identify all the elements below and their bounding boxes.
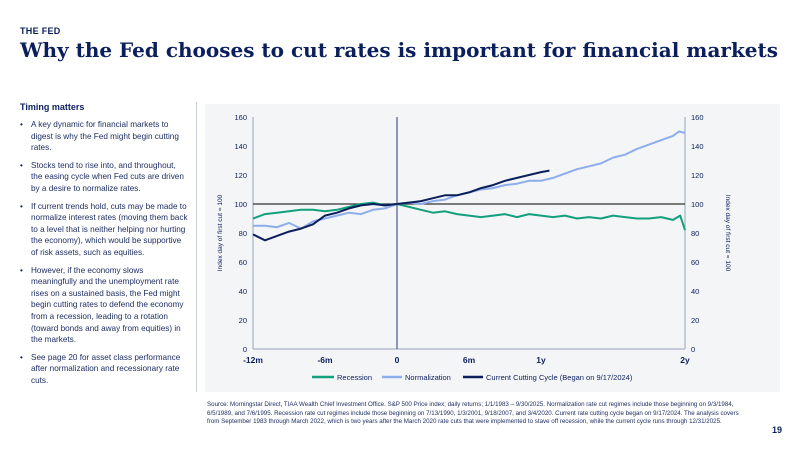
y-tick-label-right: 160 — [691, 113, 704, 122]
bullet-item: See page 20 for asset class performance … — [20, 352, 188, 387]
series-line — [252, 169, 550, 242]
chart-panel: 0 0 20 20 40 40 60 60 80 80 100 100 120 120 140 140 160 1… — [205, 104, 780, 392]
y-tick-label-left: 160 — [234, 113, 247, 122]
y-tick-label-right: 20 — [691, 316, 699, 325]
y-tick-label-left: 20 — [239, 316, 247, 325]
x-tick-label: 2y — [680, 355, 690, 365]
sidebar-title: Timing matters — [20, 102, 85, 112]
y-tick-label-left: 60 — [239, 258, 247, 267]
x-tick-label: 1y — [536, 355, 546, 365]
legend-label: Normalization — [405, 373, 451, 382]
bullet-item: Stocks tend to rise into, and throughout… — [20, 160, 188, 195]
bullet-item: However, if the economy slows meaningful… — [20, 265, 188, 346]
x-tick-label: -12m — [243, 355, 263, 365]
bullet-list: A key dynamic for financial markets to d… — [20, 119, 188, 386]
bullet-item: A key dynamic for financial markets to d… — [20, 119, 188, 154]
y-axis-title-left: Index day of first cut = 100 — [217, 194, 224, 271]
y-tick-label-right: 140 — [691, 142, 704, 151]
column-divider — [196, 102, 197, 392]
y-tick-label-left: 40 — [239, 287, 247, 296]
y-tick-label-right: 60 — [691, 258, 699, 267]
x-tick-label: 6m — [463, 355, 476, 365]
line-chart: 0 0 20 20 40 40 60 60 80 80 100 100 120 120 140 140 160 1… — [217, 113, 731, 382]
x-tick-label: -6m — [317, 355, 333, 365]
legend-label: Recession — [337, 373, 372, 382]
page-title: Why the Fed chooses to cut rates is impo… — [20, 38, 779, 62]
y-tick-label-left: 140 — [234, 142, 247, 151]
sidebar: Timing matters A key dynamic for financi… — [20, 102, 188, 392]
y-axis-title-right: Index day of first cut = 100 — [724, 195, 731, 272]
y-tick-label-right: 40 — [691, 287, 699, 296]
page-number: 19 — [772, 425, 783, 435]
y-tick-label-left: 120 — [234, 171, 247, 180]
x-tick-label: 0 — [395, 355, 400, 365]
y-tick-label-right: 120 — [691, 171, 704, 180]
y-tick-label-right: 0 — [691, 345, 695, 354]
source-note: Source: Morningstar Direct, TIAA Wealth … — [207, 401, 739, 426]
series-line — [252, 201, 686, 231]
y-tick-label-right: 100 — [691, 200, 704, 209]
legend-label: Current Cutting Cycle (Began on 9/17/202… — [486, 373, 633, 382]
series-line — [253, 130, 686, 230]
y-tick-label-left: 0 — [243, 345, 247, 354]
y-tick-label-left: 80 — [239, 229, 247, 238]
y-tick-label-left: 100 — [234, 200, 247, 209]
y-tick-label-right: 80 — [691, 229, 699, 238]
section-label: THE FED — [20, 26, 61, 36]
bullet-item: If current trends hold, cuts may be made… — [20, 201, 188, 259]
